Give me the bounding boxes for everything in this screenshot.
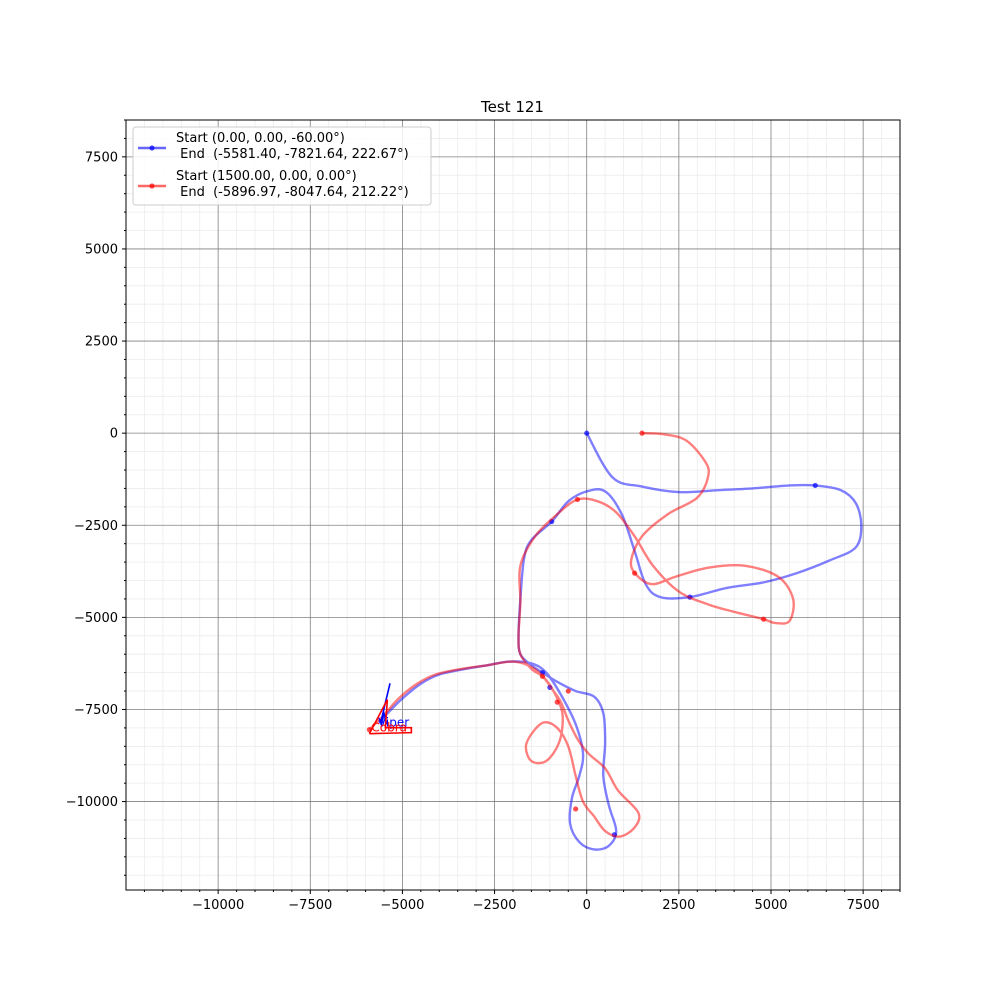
x-tick-label: −2500 <box>473 898 517 913</box>
x-tick-label: 5000 <box>754 898 787 913</box>
series-0-marker <box>584 430 590 436</box>
legend-series-0-marker <box>149 145 155 151</box>
series-layer <box>366 430 863 851</box>
x-tick-label: 0 <box>583 898 591 913</box>
y-tick-label: 7500 <box>85 150 118 165</box>
series-1-marker <box>761 616 767 622</box>
x-tick-label: −7500 <box>288 898 332 913</box>
y-axis: −10000 −7500 −5000 −2500 0 2500 5000 7500 <box>66 119 126 876</box>
series-1-marker <box>632 570 638 576</box>
legend-series-0-end: End (-5581.40, -7821.64, 222.67°) <box>176 147 409 162</box>
series-1-marker <box>574 496 581 503</box>
x-tick-label: −10000 <box>192 898 244 913</box>
y-tick-label: 0 <box>110 427 118 442</box>
x-tick-label: −5000 <box>380 898 424 913</box>
legend-series-1-end: End (-5896.97, -8047.64, 212.22°) <box>176 185 409 200</box>
major-grid <box>126 120 900 890</box>
y-tick-label: 2500 <box>85 335 118 350</box>
y-tick-label: −5000 <box>74 611 118 626</box>
series-1-marker <box>639 430 645 436</box>
cobra-heading-marker <box>368 699 413 735</box>
x-tick-label: 7500 <box>847 898 880 913</box>
y-tick-label: −2500 <box>74 519 118 534</box>
series-1-marker <box>539 673 546 679</box>
chart-title: Test 121 <box>480 98 544 116</box>
legend: Start (0.00, 0.00, -60.00°) End (-5581.4… <box>132 126 432 206</box>
series-0-marker <box>812 482 818 489</box>
legend-series-1-marker <box>149 183 155 189</box>
legend-series-0-start: Start (0.00, 0.00, -60.00°) <box>176 131 345 146</box>
series-1-marker <box>573 806 579 812</box>
x-axis: −10000 −7500 −5000 −2500 0 2500 5000 7500 <box>143 890 901 913</box>
legend-box <box>132 126 432 206</box>
y-tick-label: −10000 <box>66 795 118 810</box>
series-1-marker <box>565 688 571 694</box>
cobra-label: Cobra <box>371 721 407 735</box>
y-tick-label: 5000 <box>85 242 118 257</box>
y-tick-label: −7500 <box>74 703 118 718</box>
legend-series-1-start: Start (1500.00, 0.00, 0.00°) <box>176 169 357 184</box>
x-tick-label: 2500 <box>662 898 695 913</box>
series-1-marker <box>554 699 560 705</box>
